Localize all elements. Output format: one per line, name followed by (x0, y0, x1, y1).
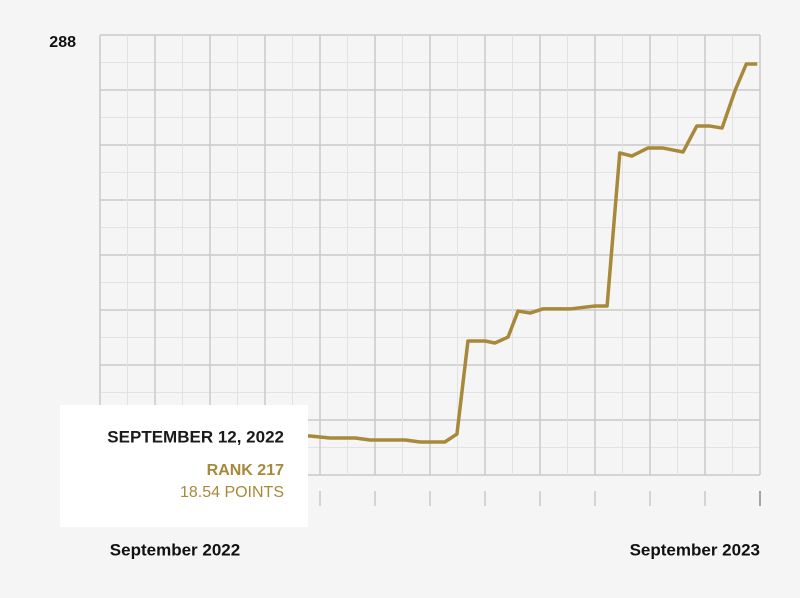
y-tick-label: 288 (49, 34, 76, 51)
tooltip: SEPTEMBER 12, 2022 RANK 217 18.54 POINTS (60, 405, 308, 527)
x-axis-label: September 2022 (110, 540, 240, 559)
tooltip-date: SEPTEMBER 12, 2022 (107, 427, 284, 446)
tooltip-rank: RANK 217 (207, 462, 284, 479)
plot (100, 62, 758, 444)
line (100, 62, 758, 444)
tooltip-box (60, 405, 308, 527)
grid: 288 September 2022 September 2023 (49, 34, 761, 559)
x-axis-label: September 2023 (630, 540, 760, 559)
tooltip-points: 18.54 POINTS (180, 484, 284, 501)
